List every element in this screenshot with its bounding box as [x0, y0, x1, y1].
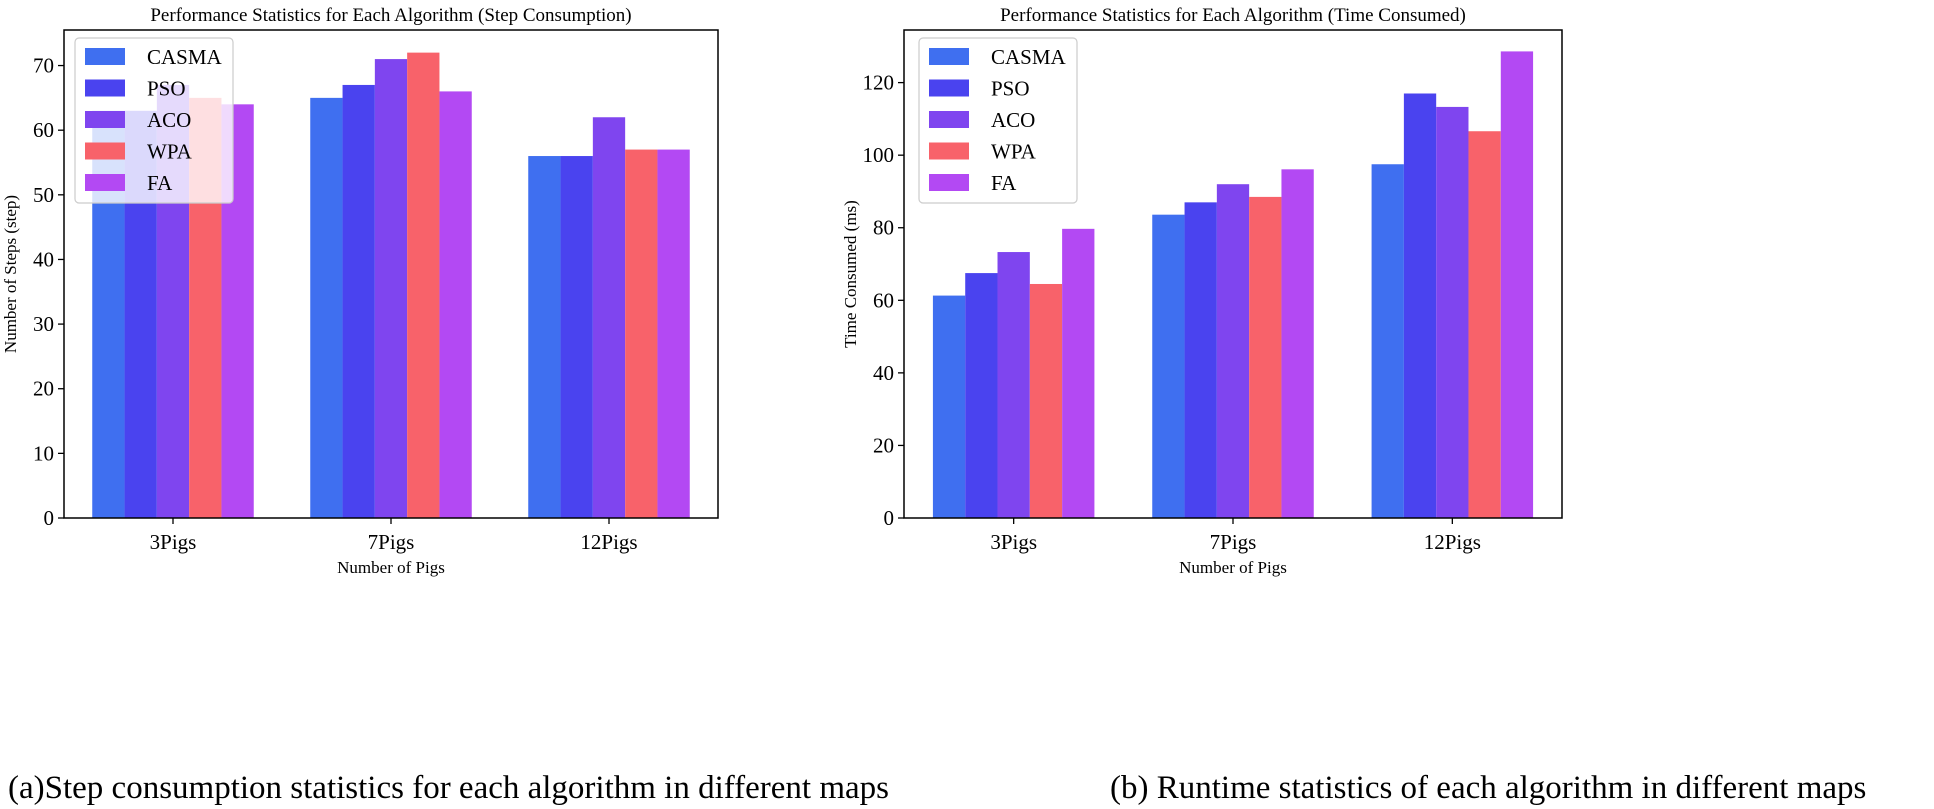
caption-a: (a)Step consumption statistics for each … — [8, 770, 890, 806]
bar-wpa-12pigs — [625, 149, 658, 518]
legend-label-wpa: WPA — [991, 140, 1037, 164]
bar-aco-7pigs — [1216, 184, 1250, 518]
legend-label-pso: PSO — [991, 77, 1030, 101]
bar-aco-3pigs — [997, 252, 1030, 518]
y-tick-label: 60 — [873, 288, 894, 312]
legend-box — [918, 37, 1078, 204]
legend-swatch-casma — [929, 48, 969, 65]
x-tick-label: 3Pigs — [990, 530, 1037, 554]
legend-swatch-casma — [85, 48, 125, 65]
legend-box — [74, 37, 234, 204]
legend: CASMA PSO ACO WPA FA — [918, 37, 1078, 204]
legend-swatch-fa — [929, 174, 969, 191]
bar-pso-3pigs — [965, 273, 998, 518]
legend-label-wpa: WPA — [147, 140, 193, 164]
chart-1: 0 10 20 30 40 50 60 70 3Pigs 7Pigs 12Pigs Performan… — [1, 5, 719, 577]
chart-title: Performance Statistics for Each Algorith… — [150, 5, 631, 26]
bar-pso-12pigs — [1403, 93, 1437, 519]
bar-fa-12pigs — [1500, 51, 1534, 519]
bar-fa-3pigs — [1062, 228, 1095, 518]
y-tick-label: 50 — [33, 183, 54, 207]
y-tick-label: 0 — [884, 506, 895, 530]
y-tick-label: 20 — [33, 377, 54, 401]
bar-casma-7pigs — [1152, 214, 1185, 518]
y-tick-label: 40 — [873, 361, 894, 385]
bar-pso-7pigs — [342, 84, 375, 518]
chart-title: Performance Statistics for Each Algorith… — [1000, 5, 1466, 26]
y-tick-label: 20 — [873, 433, 894, 457]
legend-label-casma: CASMA — [991, 45, 1067, 69]
x-tick-label: 12Pigs — [580, 530, 637, 554]
legend-label-casma: CASMA — [147, 45, 223, 69]
x-tick-label: 12Pigs — [1424, 530, 1481, 554]
bar-pso-12pigs — [560, 156, 593, 518]
y-tick-label: 40 — [33, 247, 54, 271]
y-tick-label: 100 — [863, 143, 895, 167]
y-tick-label: 70 — [33, 54, 54, 78]
y-tick-label: 30 — [33, 312, 54, 336]
y-tick-label: 60 — [33, 118, 54, 142]
bar-fa-7pigs — [439, 91, 472, 518]
y-tick-label: 120 — [863, 71, 895, 95]
chart-2: 0 20 40 60 80 100 120 3Pigs 7Pigs 12Pigs Performan… — [841, 5, 1563, 577]
legend-swatch-pso — [929, 79, 969, 97]
bar-wpa-3pigs — [1029, 283, 1063, 518]
bar-aco-12pigs — [592, 117, 626, 519]
y-tick-label: 80 — [873, 216, 894, 240]
x-axis-label: Number of Pigs — [337, 558, 445, 577]
bar-fa-12pigs — [657, 149, 690, 518]
legend-label-fa: FA — [991, 171, 1017, 195]
legend-label-aco: ACO — [147, 108, 191, 132]
legend-label-fa: FA — [147, 171, 173, 195]
bar-wpa-12pigs — [1468, 131, 1501, 518]
legend-swatch-aco — [85, 111, 125, 128]
bar-pso-7pigs — [1184, 202, 1217, 518]
bar-casma-3pigs — [932, 295, 966, 518]
bar-wpa-7pigs — [1249, 196, 1282, 518]
bar-aco-7pigs — [374, 59, 408, 519]
bar-fa-7pigs — [1281, 169, 1314, 519]
x-tick-label: 7Pigs — [1210, 530, 1257, 554]
y-axis-label: Number of Steps (step) — [1, 195, 20, 353]
x-axis-label: Number of Pigs — [1179, 558, 1287, 577]
y-axis-label: Time Consumed (ms) — [841, 200, 860, 348]
bar-aco-12pigs — [1436, 106, 1469, 519]
legend-label-aco: ACO — [991, 108, 1035, 132]
x-tick-label: 7Pigs — [368, 530, 415, 554]
bar-casma-12pigs — [1371, 164, 1404, 518]
legend-swatch-wpa — [85, 142, 125, 160]
legend-swatch-wpa — [929, 142, 969, 160]
x-tick-label: 3Pigs — [150, 530, 197, 554]
y-tick-label: 10 — [33, 441, 54, 465]
bar-casma-7pigs — [310, 97, 343, 518]
y-tick-label: 0 — [44, 506, 55, 530]
legend: CASMA PSO ACO WPA FA — [74, 37, 234, 204]
bar-wpa-7pigs — [407, 52, 440, 518]
legend-swatch-pso — [85, 79, 125, 97]
legend-swatch-aco — [929, 111, 969, 128]
legend-label-pso: PSO — [147, 77, 186, 101]
caption-b: (b) Runtime statistics of each algorithm… — [1110, 770, 1867, 806]
legend-swatch-fa — [85, 174, 125, 191]
bar-casma-12pigs — [528, 156, 561, 518]
